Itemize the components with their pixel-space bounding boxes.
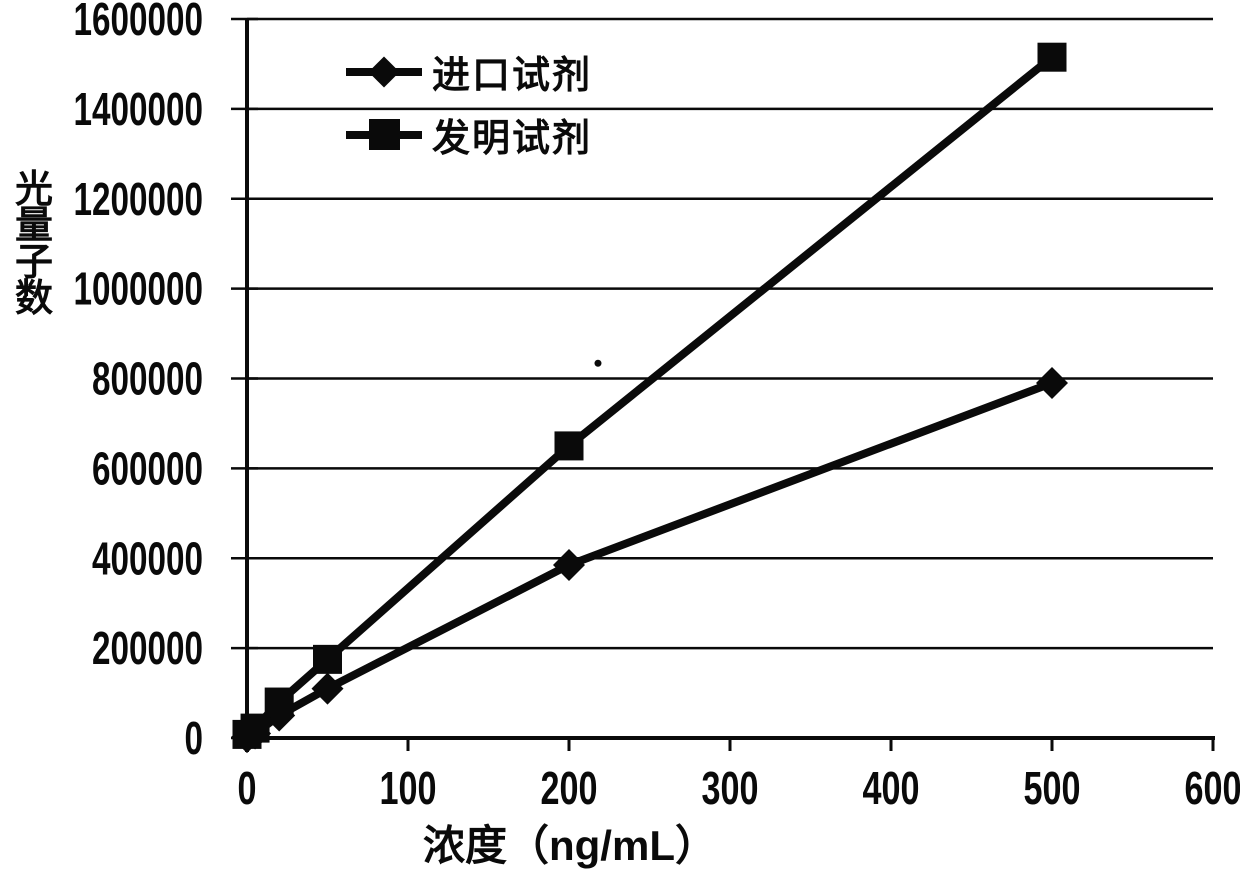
y-tick-label: 0 <box>185 712 204 764</box>
diamond-data-marker <box>553 549 585 581</box>
square-data-marker <box>265 688 294 717</box>
x-tick-label: 500 <box>1024 762 1081 814</box>
y-tick-label: 200000 <box>92 622 203 674</box>
square-data-marker <box>313 645 342 674</box>
square-data-marker <box>241 714 270 743</box>
x-tick-label: 0 <box>238 762 257 814</box>
y-axis-title: 光量子数 <box>12 172 56 318</box>
legend-item-imported-reagent: 进口试剂 <box>346 40 592 103</box>
x-tick-label: 300 <box>702 762 759 814</box>
square-data-marker <box>555 431 584 460</box>
y-tick-label: 800000 <box>92 353 203 405</box>
diamond-data-marker <box>312 673 344 705</box>
x-tick-label: 600 <box>1185 762 1240 814</box>
y-tick-label: 1600000 <box>74 0 204 45</box>
imported-reagent-line <box>247 383 1052 737</box>
legend-label-imported-reagent: 进口试剂 <box>432 44 592 99</box>
x-axis-title: 浓度（ng/mL） <box>300 812 840 873</box>
square-data-marker <box>1038 43 1067 72</box>
x-tick-label: 100 <box>380 762 437 814</box>
y-tick-label: 1000000 <box>74 263 204 315</box>
stray-dot <box>594 360 601 367</box>
diamond-data-marker <box>1036 367 1068 399</box>
square-series-marker-icon <box>346 115 422 155</box>
y-tick-label: 1400000 <box>74 83 204 135</box>
legend-label-invention-reagent: 发明试剂 <box>432 107 592 162</box>
y-tick-label: 1200000 <box>74 173 204 225</box>
y-tick-label: 400000 <box>92 532 203 584</box>
x-tick-label: 400 <box>863 762 920 814</box>
diamond-series-marker-icon <box>346 52 422 92</box>
legend-item-invention-reagent: 发明试剂 <box>346 103 592 166</box>
y-tick-label: 600000 <box>92 442 203 494</box>
x-tick-label: 200 <box>541 762 598 814</box>
legend: 进口试剂 发明试剂 <box>346 40 592 166</box>
